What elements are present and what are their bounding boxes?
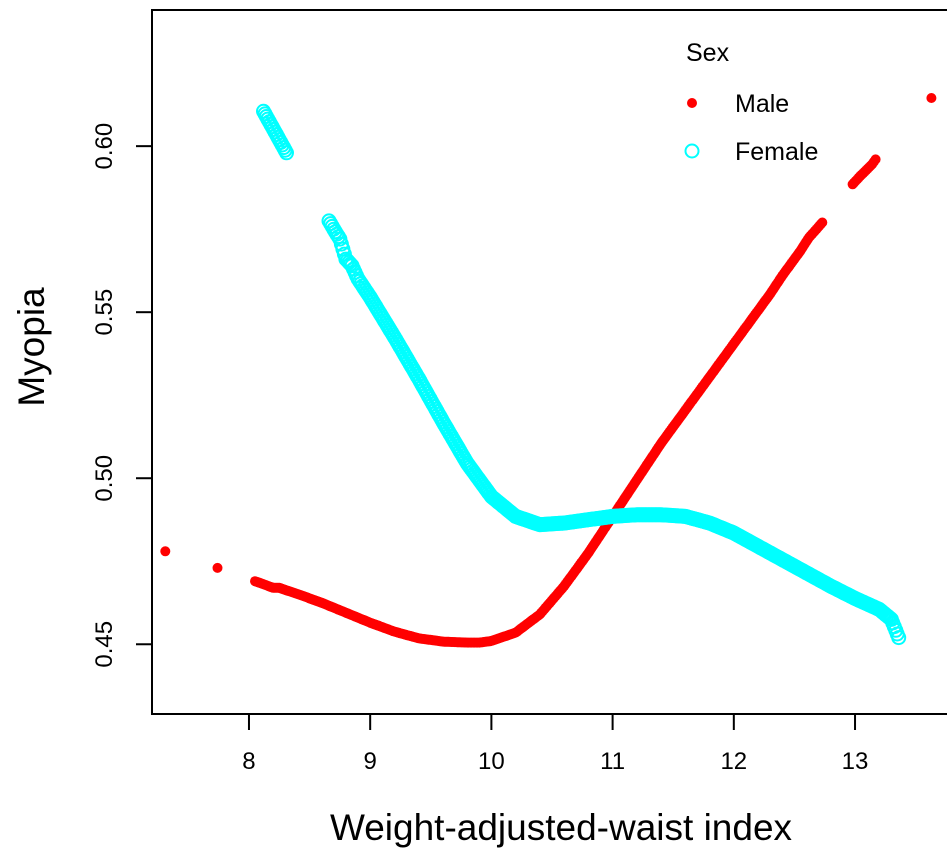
plot-frame bbox=[151, 9, 947, 715]
y-tick-label: 0.50 bbox=[91, 455, 118, 502]
data-point bbox=[891, 630, 907, 646]
data-point bbox=[160, 546, 171, 557]
legend-marker-male bbox=[687, 98, 697, 108]
legend-label-male: Male bbox=[735, 90, 789, 118]
x-tick-label: 12 bbox=[720, 748, 747, 775]
legend-title: Sex bbox=[686, 39, 730, 67]
x-tick-label: 9 bbox=[364, 748, 377, 775]
series-female bbox=[256, 103, 907, 646]
legend-marker-female bbox=[684, 143, 700, 159]
y-tick-label: 0.60 bbox=[91, 123, 118, 170]
data-point bbox=[279, 145, 294, 161]
x-tick-label: 13 bbox=[842, 748, 869, 775]
data-point bbox=[926, 93, 937, 103]
y-tick-label: 0.55 bbox=[91, 289, 118, 336]
x-tick-label: 11 bbox=[600, 748, 625, 775]
legend-label-female: Female bbox=[735, 138, 818, 166]
x-axis-title: Weight-adjusted-waist index bbox=[330, 807, 793, 848]
legend: Sex Male Female bbox=[684, 39, 818, 166]
y-axis-title: Myopia bbox=[11, 287, 52, 407]
x-axis: 8 9 10 11 12 13 bbox=[242, 714, 868, 775]
data-point bbox=[870, 154, 881, 165]
y-tick-label: 0.45 bbox=[91, 621, 118, 668]
y-axis: 0.45 0.50 0.55 0.60 bbox=[91, 123, 152, 668]
x-tick-label: 8 bbox=[242, 748, 255, 775]
data-point bbox=[817, 217, 828, 228]
x-tick-label: 10 bbox=[478, 748, 505, 775]
plot-marks bbox=[160, 93, 937, 648]
data-point bbox=[212, 562, 223, 573]
